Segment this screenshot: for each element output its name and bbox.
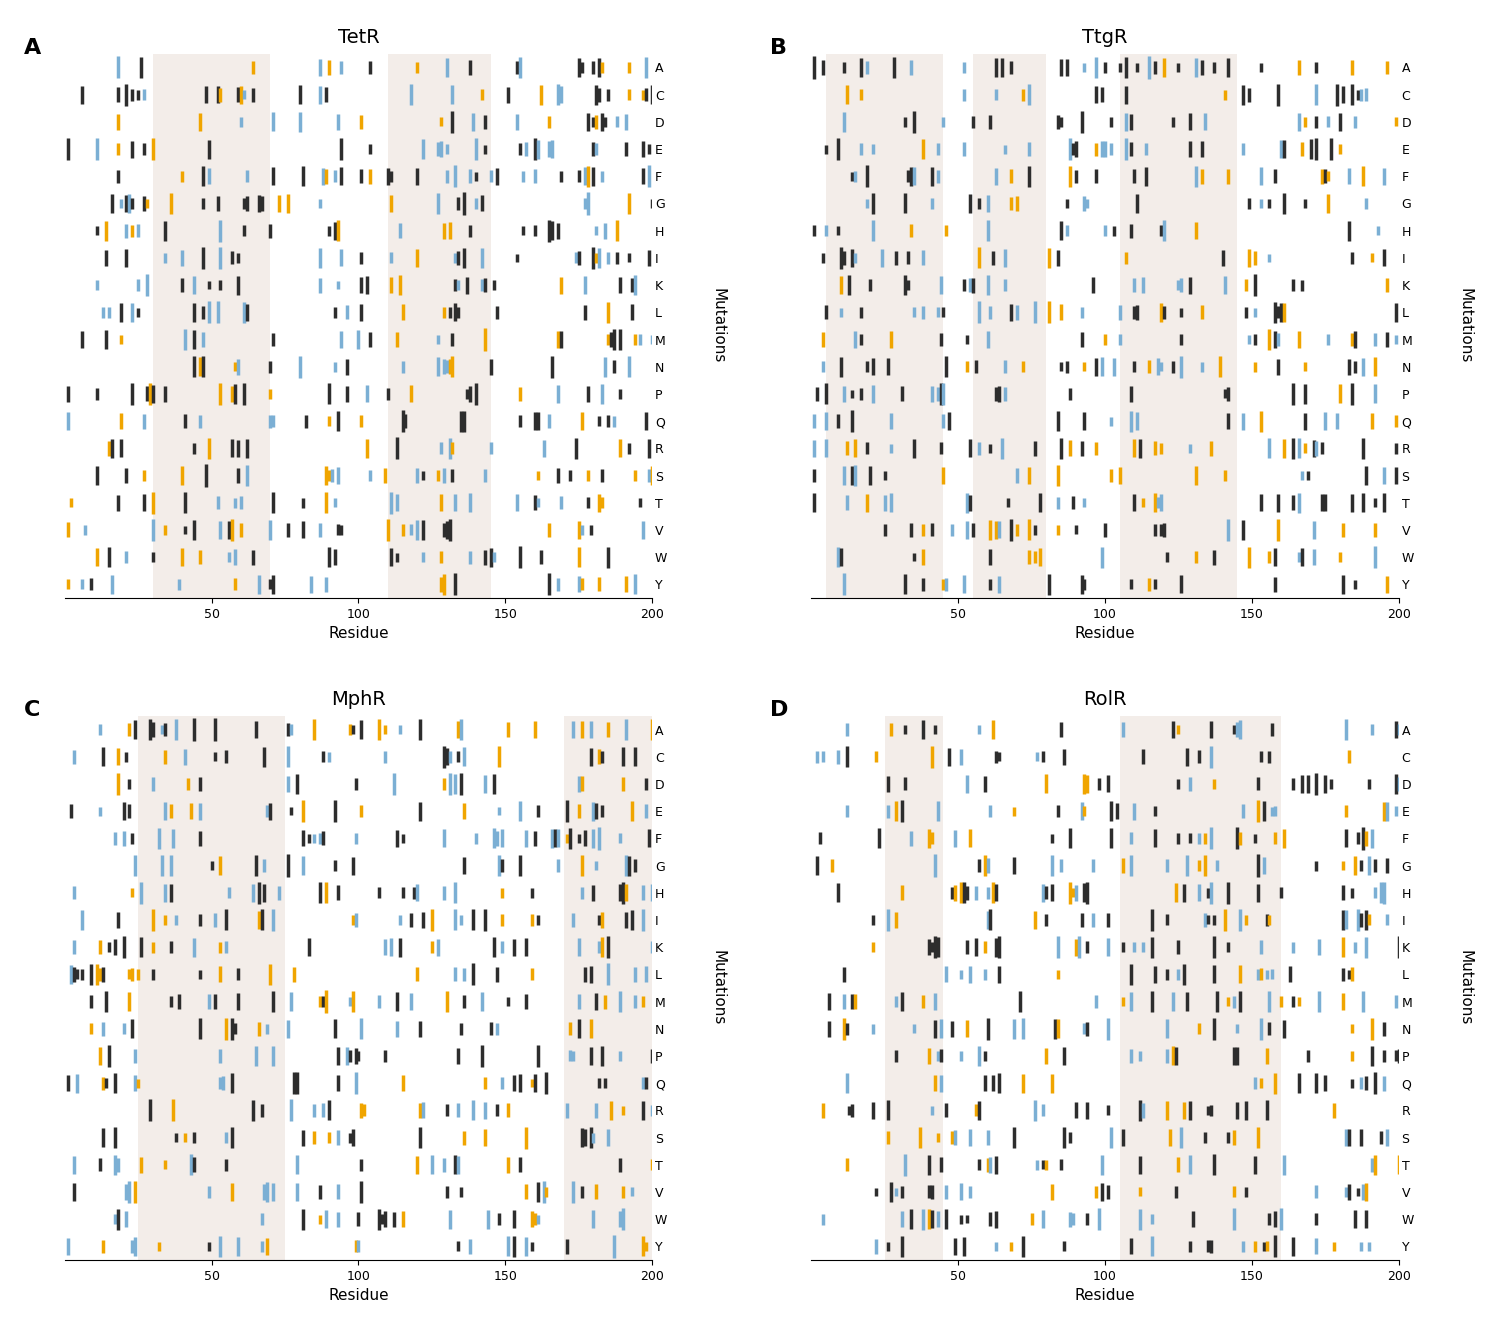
Title: TtgR: TtgR — [1083, 28, 1128, 47]
Y-axis label: Mutations: Mutations — [1456, 950, 1472, 1026]
X-axis label: Residue: Residue — [328, 626, 388, 642]
Text: C: C — [24, 700, 40, 720]
Y-axis label: Mutations: Mutations — [711, 289, 726, 363]
Bar — [388, 53, 490, 598]
Text: B: B — [770, 37, 788, 57]
Bar — [153, 53, 270, 598]
Bar — [827, 53, 944, 598]
Title: TetR: TetR — [338, 28, 380, 47]
Title: MphR: MphR — [332, 689, 386, 709]
Y-axis label: Mutations: Mutations — [711, 950, 726, 1026]
Y-axis label: Mutations: Mutations — [1456, 289, 1472, 363]
X-axis label: Residue: Residue — [1074, 626, 1136, 642]
X-axis label: Residue: Residue — [328, 1288, 388, 1303]
Bar — [1119, 716, 1281, 1260]
Bar — [564, 716, 652, 1260]
X-axis label: Residue: Residue — [1074, 1288, 1136, 1303]
Bar — [885, 716, 944, 1260]
Text: D: D — [770, 700, 789, 720]
Text: A: A — [24, 37, 40, 57]
Bar — [138, 716, 285, 1260]
Bar — [974, 53, 1047, 598]
Bar — [1119, 53, 1238, 598]
Title: RolR: RolR — [1083, 689, 1126, 709]
